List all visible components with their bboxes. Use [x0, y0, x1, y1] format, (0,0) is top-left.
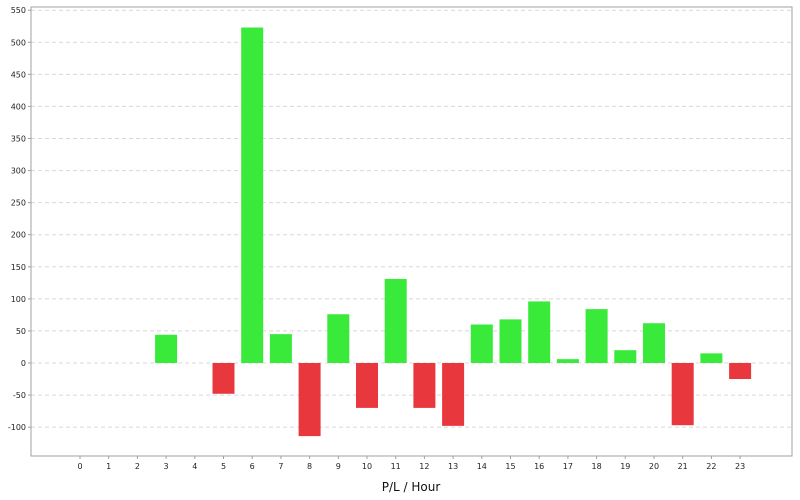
x-tick-label: 1 — [106, 462, 111, 471]
bar-hour-14 — [470, 324, 493, 363]
y-tick-label: 250 — [11, 199, 26, 208]
x-tick-label: 6 — [250, 462, 255, 471]
y-tick-label: 200 — [11, 231, 26, 240]
y-tick-label: -100 — [8, 423, 26, 432]
x-tick-label: 23 — [735, 462, 745, 471]
bar-hour-8 — [298, 362, 321, 437]
x-tick-label: 7 — [278, 462, 283, 471]
bar-hour-13 — [442, 362, 465, 426]
bar-hour-5 — [212, 362, 235, 394]
x-tick-label: 5 — [221, 462, 226, 471]
x-tick-label: 21 — [678, 462, 688, 471]
x-tick-label: 12 — [419, 462, 429, 471]
bar-hour-19 — [614, 350, 637, 363]
y-tick-label: 0 — [21, 359, 26, 368]
x-tick-label: 18 — [592, 462, 602, 471]
x-tick-label: 0 — [77, 462, 82, 471]
x-tick-label: 19 — [620, 462, 630, 471]
bar-hour-6 — [241, 27, 264, 363]
bar-hour-12 — [413, 362, 436, 408]
bar-hour-10 — [356, 362, 378, 408]
x-tick-label: 2 — [135, 462, 140, 471]
x-tick-label: 14 — [477, 462, 487, 471]
y-tick-label: 150 — [11, 263, 26, 272]
x-tick-label: 20 — [649, 462, 659, 471]
x-tick-label: 13 — [448, 462, 458, 471]
bar-hour-15 — [499, 319, 522, 363]
bar-hour-3 — [155, 334, 178, 363]
y-tick-label: 550 — [11, 6, 26, 15]
y-axis-ticks: -100 -50 0 50 100 150 200 250 300 350 400 450 500 550 — [8, 6, 31, 432]
bar-hour-23 — [729, 362, 752, 380]
x-tick-label: 16 — [534, 462, 544, 471]
bar-hour-21 — [671, 362, 694, 426]
grid-lines — [31, 9, 792, 428]
bar-hour-22 — [700, 353, 723, 363]
bar-hour-16 — [528, 301, 551, 363]
y-tick-label: -50 — [13, 391, 26, 400]
x-axis-label: P/L / Hour — [382, 480, 441, 494]
x-tick-label: 17 — [563, 462, 573, 471]
bar-hour-11 — [384, 278, 407, 363]
plot-frame — [30, 6, 793, 457]
bar-hour-20 — [643, 323, 665, 363]
x-tick-label: 22 — [706, 462, 716, 471]
x-tick-label: 9 — [336, 462, 341, 471]
bar-hour-18 — [585, 309, 608, 363]
y-tick-label: 300 — [11, 167, 26, 176]
y-tick-label: 350 — [11, 134, 26, 143]
x-tick-label: 8 — [307, 462, 312, 471]
y-tick-label: 400 — [11, 102, 26, 111]
x-tick-label: 10 — [362, 462, 372, 471]
bars — [155, 27, 752, 437]
x-tick-label: 3 — [164, 462, 169, 471]
y-tick-label: 450 — [11, 70, 26, 79]
x-tick-label: 4 — [192, 462, 197, 471]
bar-hour-9 — [327, 314, 350, 363]
x-axis-ticks: 0 1 2 3 4 5 6 7 8 9 10 11 12 13 14 15 16 17 18 19 20 21 22 23 — [77, 456, 745, 471]
bar-hour-7 — [269, 334, 292, 363]
bar-hour-17 — [556, 359, 579, 363]
y-tick-label: 500 — [11, 38, 26, 47]
y-tick-label: 50 — [16, 327, 26, 336]
x-tick-label: 11 — [391, 462, 401, 471]
x-tick-label: 15 — [505, 462, 515, 471]
y-tick-label: 100 — [11, 295, 26, 304]
